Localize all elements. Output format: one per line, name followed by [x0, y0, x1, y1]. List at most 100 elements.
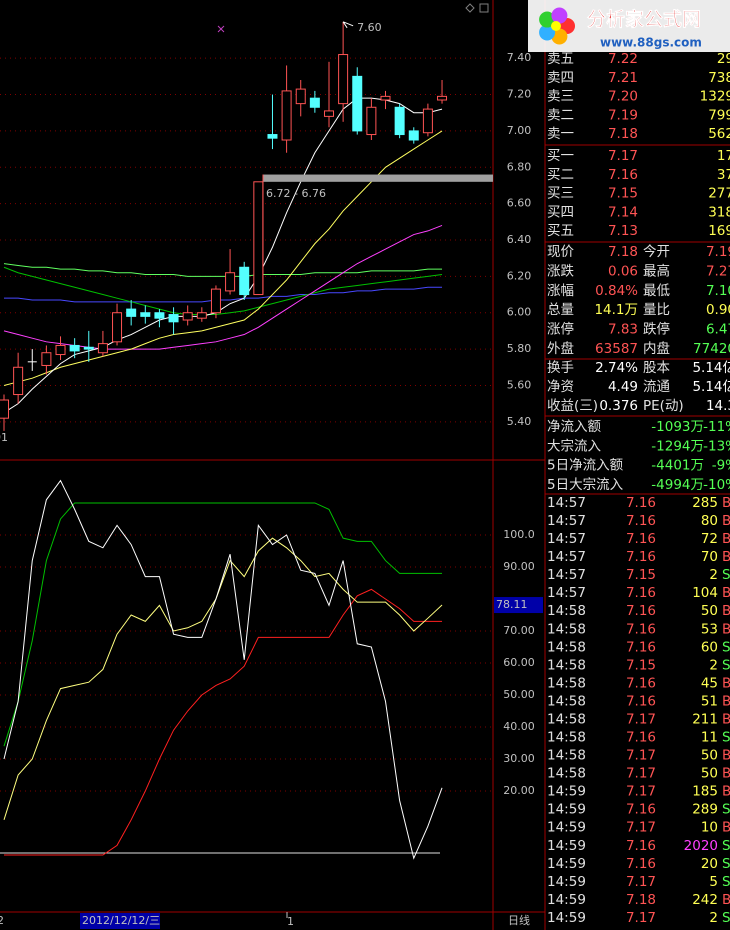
flow-pct: -13%	[703, 438, 730, 454]
date-box	[80, 913, 160, 929]
y-tick-label: 30.00	[503, 752, 535, 765]
indicator-line	[3, 502, 443, 747]
trade-time: 14:59	[547, 874, 586, 890]
candle-body	[83, 346, 94, 350]
trade-volume: 50	[701, 748, 718, 764]
quote-value: 5.14亿	[692, 360, 730, 376]
y-tick-label: 100.0	[503, 528, 535, 541]
candle-body	[0, 399, 9, 419]
trade-side: B	[722, 549, 730, 565]
trade-side: B	[722, 603, 730, 619]
candle-body	[210, 288, 221, 314]
trade-volume: 60	[701, 639, 718, 655]
quote-label: 总量	[547, 302, 574, 318]
y-tick-label: 40.00	[503, 720, 535, 733]
candle-body	[338, 54, 349, 105]
flow-label: 净流入额	[547, 419, 601, 435]
trade-volume: 2	[709, 567, 718, 583]
quote-value: 4.49	[608, 379, 638, 395]
candle-body	[366, 106, 377, 136]
quote-label: 外盘	[547, 340, 574, 357]
trade-volume: 50	[701, 603, 718, 619]
trade-time: 14:58	[547, 730, 586, 746]
current-value-box	[494, 597, 543, 614]
quote-value: 2.74%	[595, 360, 638, 376]
trade-volume: 2	[709, 657, 718, 673]
moving-average	[4, 286, 443, 303]
indicator-line	[3, 479, 443, 860]
high-arrow	[342, 21, 354, 29]
trade-side: S	[722, 639, 730, 655]
book-price: 7.13	[608, 223, 638, 239]
trade-side: B	[722, 495, 730, 511]
indicator-line	[4, 588, 443, 856]
candle-body	[126, 308, 137, 317]
quote-label: 股本	[643, 360, 671, 376]
trade-price: 7.15	[626, 657, 656, 673]
indicator-line	[3, 537, 443, 820]
book-label: 买二	[547, 167, 574, 183]
book-price: 7.22	[608, 51, 638, 67]
trade-side: B	[722, 820, 730, 836]
quote-label: 内盘	[643, 340, 670, 357]
y-tick-label: 7.40	[507, 51, 532, 64]
trade-volume: 45	[701, 675, 718, 691]
logo-name: 分析家公式网	[587, 8, 701, 31]
trade-side: B	[722, 784, 730, 800]
current-value: 78.11	[496, 598, 528, 611]
y-tick-label: 6.20	[507, 269, 532, 282]
candle-body	[182, 312, 193, 321]
trade-time: 14:57	[547, 585, 586, 601]
trade-time: 14:58	[547, 603, 586, 619]
book-volume: 37	[717, 167, 730, 183]
book-label: 买五	[547, 223, 574, 239]
candle-body	[323, 110, 334, 117]
window-icons[interactable]	[465, 3, 489, 13]
trade-time: 14:59	[547, 802, 586, 818]
candle-body	[55, 344, 66, 356]
flow-label: 大宗流入	[547, 438, 601, 454]
trade-price: 7.16	[626, 693, 656, 709]
trade-volume: 80	[701, 513, 718, 529]
logo-petal	[551, 28, 568, 45]
quote-value: 7.10	[706, 283, 730, 299]
candle-body	[380, 95, 391, 101]
book-volume: 318	[708, 204, 730, 220]
quote-value: 0.376	[599, 398, 638, 414]
candle-body	[437, 95, 448, 101]
trade-time: 14:58	[547, 621, 586, 637]
quote-value: 0.90	[706, 302, 730, 318]
y-tick-label: 7.00	[507, 124, 532, 137]
candle-body	[225, 272, 236, 292]
book-volume: 29	[717, 51, 730, 67]
trade-time: 14:59	[547, 820, 586, 836]
book-price: 7.20	[608, 89, 638, 105]
quote-value: 63587	[595, 341, 638, 357]
candle-body	[309, 97, 320, 108]
candle-body	[394, 106, 405, 136]
trade-volume: 289	[692, 802, 718, 818]
trade-price: 7.17	[626, 748, 656, 764]
y-tick-label: 6.60	[507, 197, 532, 210]
trade-price: 7.16	[626, 513, 656, 529]
logo-petal	[539, 11, 556, 28]
trade-price: 7.17	[626, 874, 656, 890]
left-label: 01	[0, 431, 8, 444]
trade-price: 7.18	[626, 892, 656, 908]
quote-label: 净资	[547, 379, 574, 395]
trade-time: 14:58	[547, 675, 586, 691]
candle-body	[168, 314, 179, 323]
candle-body	[267, 134, 278, 139]
high-label: 7.60	[357, 21, 382, 34]
flow-pct: -10%	[703, 477, 730, 493]
flow-pct: -11%	[703, 419, 730, 435]
trade-price: 7.17	[626, 784, 656, 800]
candle-body	[97, 343, 108, 354]
candle-body	[41, 352, 52, 366]
logo-center	[551, 21, 561, 31]
y-tick-label: 5.80	[507, 342, 532, 355]
trade-time: 14:58	[547, 639, 586, 655]
flow-value: -1093万	[651, 419, 704, 435]
quote-value: 77420	[693, 341, 730, 357]
book-label: 卖一	[547, 126, 574, 142]
